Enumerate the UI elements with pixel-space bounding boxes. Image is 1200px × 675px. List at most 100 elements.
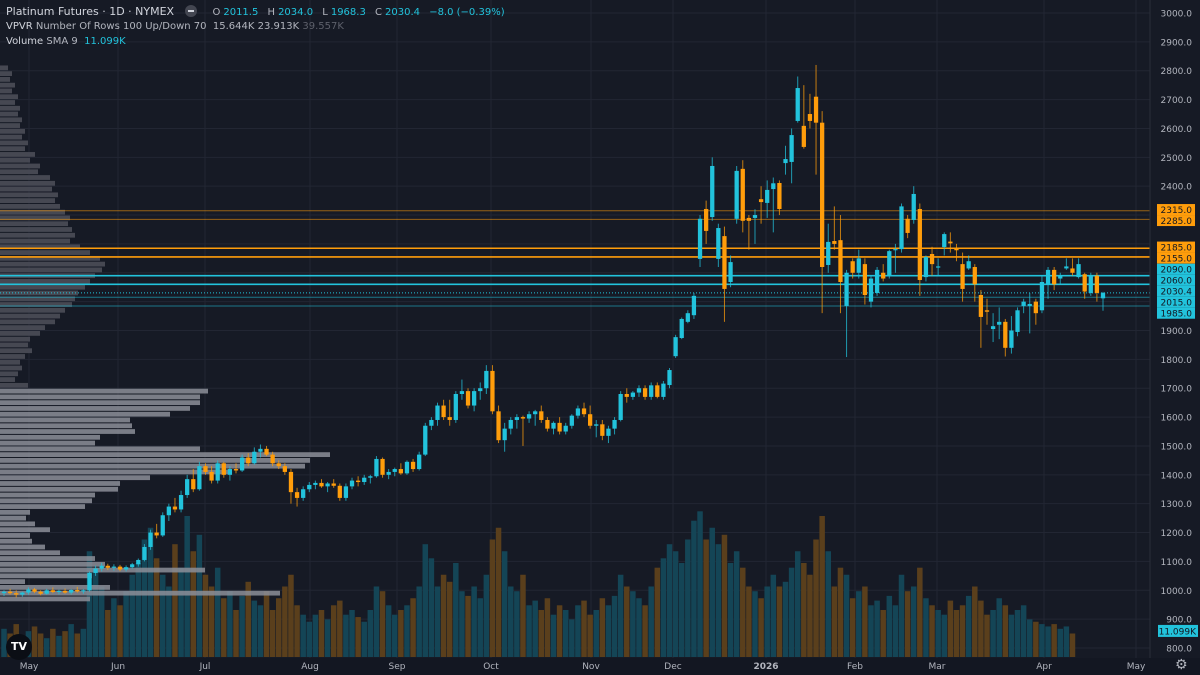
candle [471, 388, 477, 412]
candle [673, 334, 678, 358]
volume-bar [361, 621, 367, 657]
volume-bar [605, 605, 612, 657]
volume-bar [135, 563, 142, 657]
volume-bar [990, 610, 996, 657]
candle-body [765, 189, 770, 203]
candle-body [496, 411, 501, 441]
level-price-label: 2285.0 [1157, 215, 1195, 227]
candle-body [246, 457, 251, 464]
candle-body [209, 471, 214, 481]
volume-bar [978, 600, 984, 657]
volume-bar [514, 591, 520, 657]
candle [508, 417, 513, 435]
x-tick-label: May [1127, 662, 1146, 672]
candle [533, 409, 538, 426]
volume-profile-row [0, 111, 18, 117]
candle [343, 483, 349, 501]
candle [417, 451, 422, 471]
candle-body [630, 392, 636, 397]
volume-profile-row [0, 423, 132, 429]
candle-body [514, 417, 520, 420]
candle-body [600, 424, 605, 436]
candle-body [26, 589, 31, 593]
candle [246, 453, 251, 467]
volume-bar [617, 574, 624, 657]
candle [239, 454, 245, 472]
level-label-text: 2030.4 [1161, 288, 1193, 298]
candle-body [704, 208, 709, 231]
volume-bar [636, 598, 642, 657]
volume-bar [898, 574, 905, 657]
candle-body [722, 236, 727, 289]
volume-profile-row [0, 538, 32, 544]
change-value: −8.0 (−0.39%) [429, 7, 505, 18]
candle-body [1100, 292, 1106, 299]
x-tick-label: Feb [847, 662, 863, 672]
candle-body [239, 457, 245, 471]
volume-bar [648, 586, 654, 657]
y-tick-label: 900.0 [1166, 616, 1192, 626]
volume-bar [337, 600, 343, 657]
volume-profile-row [0, 377, 15, 382]
candle [435, 402, 440, 426]
candle [838, 215, 843, 314]
candle-body [1033, 301, 1038, 314]
candle-body [87, 572, 92, 591]
candle-body [233, 469, 239, 471]
volume-bar [410, 598, 416, 657]
candle [172, 497, 178, 513]
volume-bar [31, 626, 38, 657]
volume-bar [1033, 621, 1039, 657]
candle-body [264, 448, 269, 455]
volume-sma-label-box [1158, 624, 1198, 637]
candle [130, 562, 135, 569]
candle-body [1021, 301, 1026, 306]
candle [795, 76, 800, 123]
candle [264, 445, 269, 457]
volume-bar [37, 633, 44, 657]
minus-circle-icon[interactable] [185, 5, 198, 17]
candle [386, 469, 391, 480]
candle [258, 444, 263, 458]
candle [404, 460, 410, 475]
tradingview-logo[interactable]: TV [6, 634, 32, 660]
candle-body [166, 506, 171, 516]
y-tick-label: 2600.0 [1161, 125, 1193, 135]
volume-bar [764, 586, 770, 657]
volume-profile-row [0, 100, 15, 105]
candle-body [868, 278, 874, 302]
candle-body [93, 568, 98, 573]
volume-profile-row [0, 590, 280, 596]
vpvr-legend[interactable]: VPVR Number Of Rows 100 Up/Down 70 15.64… [6, 21, 344, 32]
volume-bar [318, 610, 325, 657]
level-label-text: 2285.0 [1161, 217, 1193, 227]
volume-bar [1063, 626, 1070, 657]
volume-bar [141, 539, 148, 657]
candle [667, 368, 672, 389]
candle [606, 425, 611, 444]
y-tick-label: 2700.0 [1161, 96, 1193, 106]
candle [575, 405, 581, 419]
candle-body [899, 206, 904, 250]
volume-bar [434, 586, 441, 657]
x-tick-label: Oct [483, 662, 499, 672]
volume-profile-row [0, 452, 330, 457]
candle-body [710, 165, 715, 218]
volume-bar [624, 586, 630, 657]
candle [14, 590, 19, 598]
volume-profile-row [0, 486, 118, 492]
volume-legend[interactable]: Volume SMA 9 11.099K [6, 36, 126, 47]
volume-profile-row [0, 550, 60, 556]
vpvr-up: 15.644K [212, 21, 255, 32]
candle [801, 85, 806, 149]
candle [465, 388, 471, 409]
y-tick-label: 1300.0 [1161, 500, 1193, 510]
candle-body [997, 321, 1002, 325]
gear-icon[interactable]: ⚙ [1175, 657, 1188, 673]
volume-profile-row [0, 238, 70, 244]
x-tick-label: Mar [929, 662, 946, 672]
candle-body [404, 461, 410, 474]
volume-bar [801, 563, 807, 657]
volume-profile-row [0, 579, 25, 584]
